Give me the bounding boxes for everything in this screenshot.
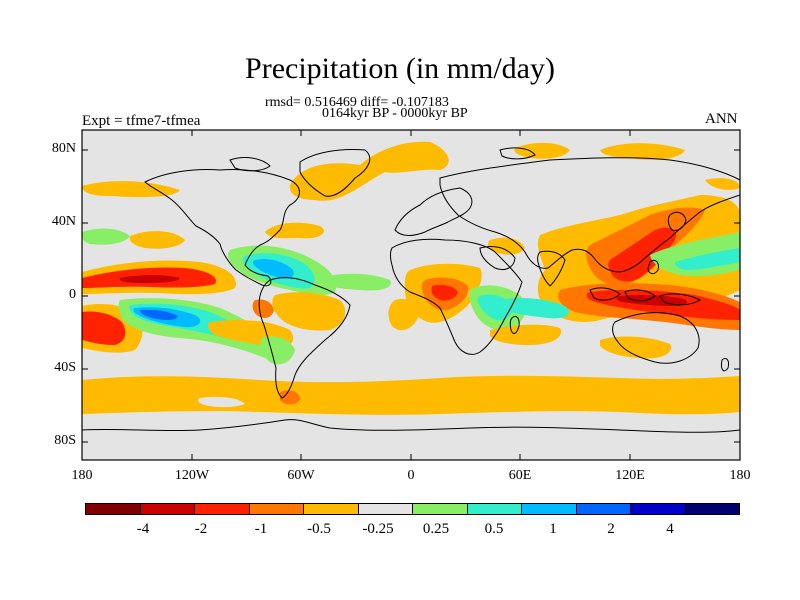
y-tick-label: 40N xyxy=(51,214,76,229)
coast-north-america xyxy=(144,169,300,287)
map-title: Precipitation (in mm/day) xyxy=(245,52,555,85)
colorbar-swatch xyxy=(413,504,468,514)
coast-eurasia xyxy=(439,157,740,273)
anomaly-wpac-cyan xyxy=(674,248,740,270)
colorbar-swatch xyxy=(522,504,577,514)
colorbar-label: 0.5 xyxy=(484,521,504,537)
anomaly-southern-ocean-gap xyxy=(197,396,245,408)
y-tick-label: 80N xyxy=(51,141,76,156)
x-tick-label: 120W xyxy=(174,468,210,483)
anomaly-caribbean-lightblue xyxy=(252,259,294,279)
period-line: 0164kyr BP - 0000kyr BP xyxy=(322,106,468,121)
colorbar-label: -4 xyxy=(136,521,150,537)
colorbar-label: -2 xyxy=(194,521,208,537)
coast-europe xyxy=(394,187,473,236)
coast-japan xyxy=(667,211,687,231)
anomaly-sahel-darkred xyxy=(431,284,458,301)
colorbar-swatch xyxy=(195,504,250,514)
colorbar-swatch xyxy=(140,504,195,514)
colorbar-label: 0.25 xyxy=(422,521,450,537)
anomaly-arctic-orange xyxy=(289,141,449,201)
coast-philippines xyxy=(647,259,659,275)
y-tick-label: 0 xyxy=(69,287,76,302)
colorbar xyxy=(85,503,740,515)
coast-new-zealand xyxy=(721,357,729,372)
colorbar-swatch xyxy=(685,504,739,514)
colorbar-swatch xyxy=(576,504,631,514)
coast-indonesia xyxy=(589,287,702,306)
colorbar-label: 1 xyxy=(549,521,557,537)
y-axis-ticks xyxy=(82,149,740,443)
coast-greenland xyxy=(299,149,371,197)
x-tick-label: 120E xyxy=(615,468,645,483)
anomaly-wpac-red xyxy=(608,227,677,282)
coast-south-america xyxy=(258,277,351,399)
colorbar-label: -0.25 xyxy=(362,521,394,537)
colorbar-swatch xyxy=(467,504,522,514)
x-tick-label: 60E xyxy=(508,468,532,483)
coast-arctic-islands xyxy=(229,147,536,172)
anomaly-spcz-blue xyxy=(139,309,178,321)
coastlines xyxy=(82,147,740,433)
coast-africa xyxy=(390,238,523,355)
x-tick-label: 60W xyxy=(287,468,315,483)
anomaly-southern-ocean-orange xyxy=(82,375,740,415)
anomaly-west-africa-orange xyxy=(388,299,419,331)
anomaly-north-atlantic-orange xyxy=(265,222,324,239)
map-field xyxy=(82,130,740,460)
x-axis-ticks xyxy=(81,130,741,460)
anomaly-north-pacific-orange xyxy=(82,181,180,198)
anomaly-indian-ocean-cyan xyxy=(497,298,569,319)
anomaly-npac-green xyxy=(82,228,130,245)
experiment-label: Expt = tfme7-tfmea xyxy=(82,113,201,129)
colorbar-swatch xyxy=(249,504,304,514)
coast-antarctica xyxy=(82,419,740,433)
anomaly-sam-orange xyxy=(272,292,346,331)
anomaly-southern-ocean-orange2 xyxy=(280,390,300,405)
anomaly-epac-darkred xyxy=(119,275,180,283)
colorbar-label: 4 xyxy=(666,521,674,537)
colorbar-label: -0.5 xyxy=(307,521,331,537)
x-tick-label: 180 xyxy=(71,468,93,483)
x-tick-label: 180 xyxy=(729,468,751,483)
anomaly-north-pacific2-orange xyxy=(705,178,740,190)
colorbar-swatch xyxy=(631,504,686,514)
anomaly-atlantic-green xyxy=(320,273,391,291)
stats-line: rmsd= 0.516469 diff= -0.107183 xyxy=(265,95,449,110)
x-tick-label: 0 xyxy=(407,468,415,483)
colorbar-swatch xyxy=(86,504,141,514)
coast-australia xyxy=(612,312,700,364)
colorbar-label: -1 xyxy=(254,521,268,537)
y-tick-label: 80S xyxy=(54,433,76,448)
anomaly-sam-orange2 xyxy=(252,299,274,318)
anomaly-spac-red xyxy=(82,311,126,345)
colorbar-swatch xyxy=(304,504,359,514)
colorbar-label: 2 xyxy=(607,521,615,537)
colorbar-swatch xyxy=(358,504,413,514)
anomaly-indian-ocean-orange xyxy=(490,324,561,345)
anomaly-npac-orange xyxy=(129,231,185,249)
y-tick-label: 40S xyxy=(54,360,76,375)
season-label: ANN xyxy=(705,111,738,127)
anomaly-siberia-orange xyxy=(514,142,570,159)
coast-arabia xyxy=(479,245,516,271)
anomaly-siberia2-orange xyxy=(600,143,685,160)
coast-india xyxy=(537,250,566,287)
coast-madagascar xyxy=(509,315,520,334)
